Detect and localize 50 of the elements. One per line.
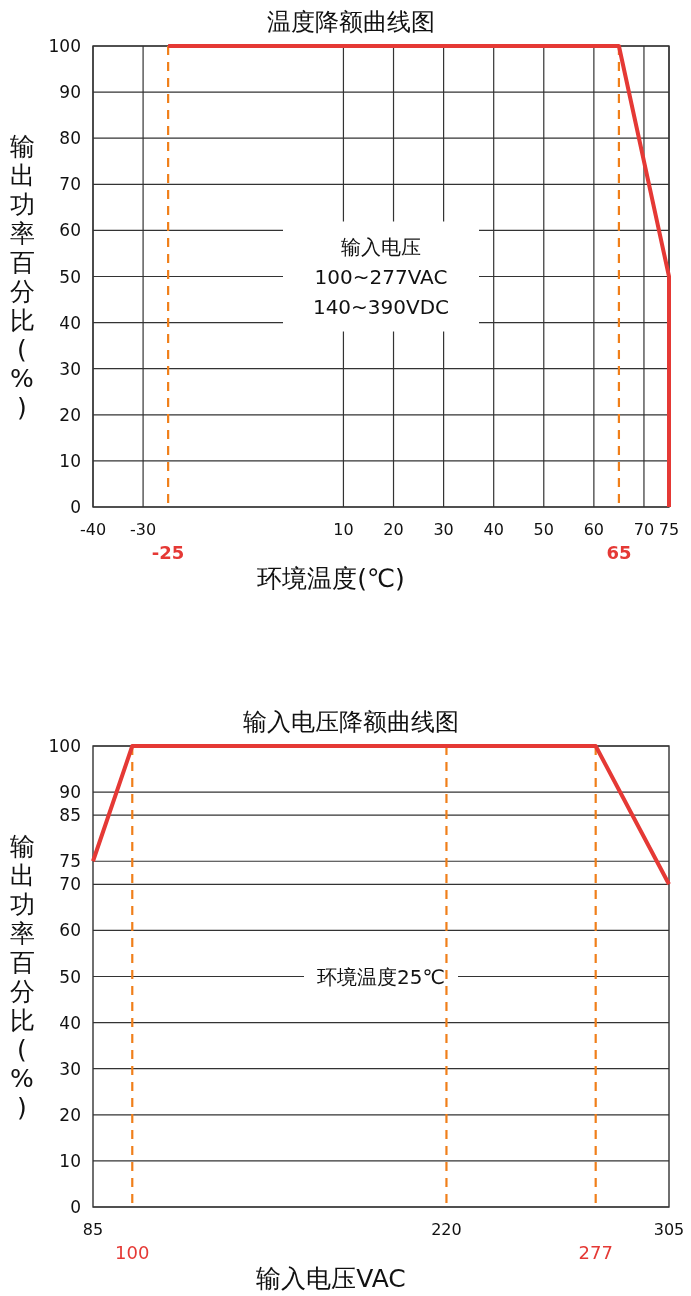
y-tick-label: 60 — [59, 220, 81, 241]
x-tick-label: 30 — [433, 520, 454, 539]
y-tick-label: 50 — [59, 966, 81, 987]
chart-title: 温度降额曲线图 — [267, 8, 435, 36]
x-tick-label: -40 — [79, 520, 107, 539]
y-tick-label: 85 — [59, 805, 81, 826]
y-tick-label: 20 — [59, 404, 81, 425]
y-tick-label: 30 — [59, 358, 81, 379]
x-tick-label: 220 — [431, 1220, 462, 1239]
y-tick-label: 75 — [59, 851, 81, 872]
x-tick-label: -30 — [130, 520, 157, 539]
annotation: 输入电压 — [341, 234, 421, 259]
ref-line-label: 100 — [115, 1242, 150, 1263]
x-tick-label: 75 — [658, 520, 680, 539]
text: 输出功率百分比(%) — [9, 132, 35, 422]
x-tick-label: 305 — [653, 1220, 685, 1239]
ref-line-label: 65 — [606, 542, 632, 563]
x-axis-title: 输入电压VAC — [256, 1264, 406, 1293]
y-tick-label: 100 — [48, 36, 81, 56]
x-tick-label: 20 — [383, 520, 404, 539]
ref-line-label: 277 — [578, 1242, 613, 1263]
y-tick-label: 20 — [59, 1104, 81, 1125]
y-tick-label: 90 — [59, 82, 81, 103]
y-tick-label: 70 — [59, 174, 81, 195]
y-tick-label: 10 — [59, 1150, 81, 1171]
y-tick-label: 70 — [59, 874, 81, 895]
x-tick-label: 10 — [333, 520, 354, 539]
text: 输出功率百分比(%) — [9, 832, 35, 1122]
x-tick-label: 60 — [583, 520, 605, 539]
y-tick-label: 10 — [59, 450, 81, 471]
x-tick-label: 85 — [82, 1220, 104, 1239]
annotation: 100~277VAC — [314, 264, 448, 289]
x-axis-title: 环境温度(℃) — [257, 564, 405, 593]
y-tick-label: 80 — [59, 128, 81, 149]
y-tick-label: 40 — [59, 312, 81, 333]
y-tick-label: 100 — [48, 736, 81, 756]
y-tick-label: 90 — [59, 782, 81, 803]
y-tick-label: 0 — [70, 497, 81, 517]
ref-line-label: -25 — [151, 542, 185, 563]
chart-title: 输入电压降额曲线图 — [243, 708, 459, 736]
annotation: 140~390VDC — [312, 294, 450, 319]
y-tick-label: 30 — [59, 1058, 81, 1079]
y-tick-label: 40 — [59, 1012, 81, 1033]
y-tick-label: 0 — [70, 1197, 81, 1217]
x-tick-label: 70 — [633, 520, 655, 539]
annotation: 环境温度25℃ — [317, 964, 445, 989]
y-tick-label: 50 — [59, 266, 81, 287]
x-tick-label: 50 — [533, 520, 554, 539]
y-tick-label: 60 — [59, 920, 81, 941]
x-tick-label: 40 — [483, 520, 504, 539]
